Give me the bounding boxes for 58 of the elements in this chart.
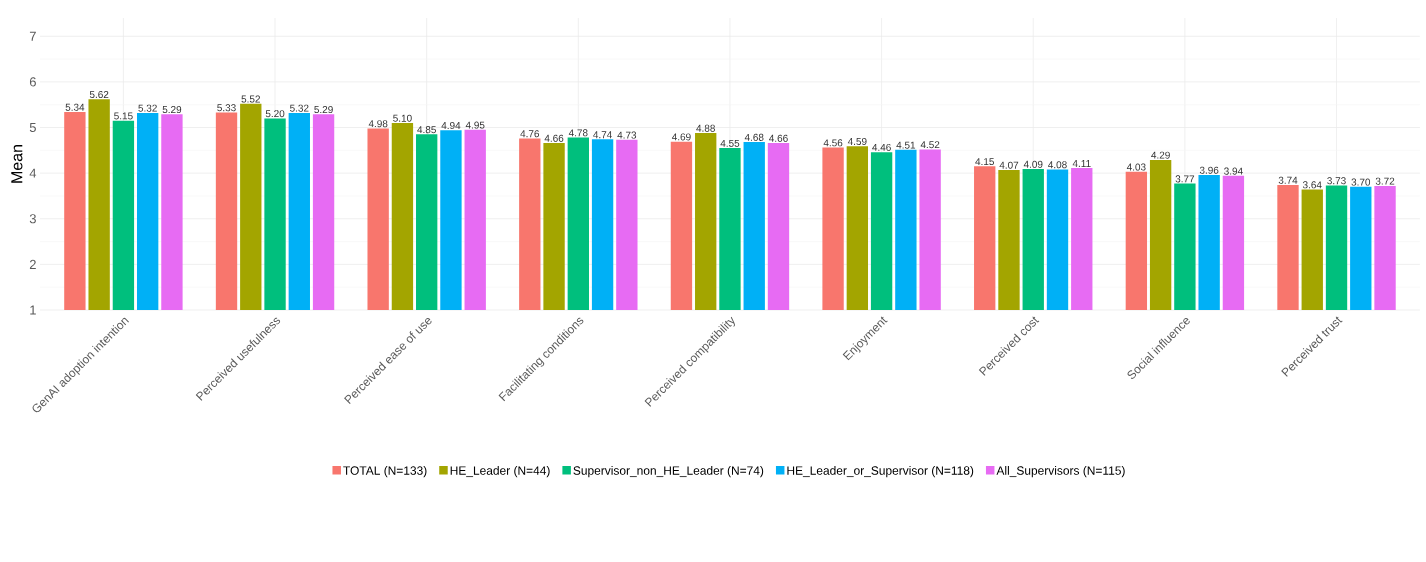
data-label: 4.69 [671, 133, 691, 141]
y-axis-title: Mean [11, 145, 23, 183]
data-label: 4.56 [823, 139, 843, 147]
data-label: 4.09 [1023, 160, 1043, 168]
data-label: 5.34 [65, 103, 85, 111]
y-tick-label: 4 [29, 168, 37, 178]
data-label: 3.72 [1375, 177, 1395, 185]
data-label: 5.15 [114, 112, 133, 120]
data-label: 4.29 [1151, 151, 1170, 159]
data-label: 5.32 [138, 104, 157, 112]
data-label: 5.10 [393, 114, 412, 122]
data-label: 4.66 [544, 134, 564, 142]
y-tick-label: 3 [29, 214, 36, 224]
legend-label: Supervisor_non_HE_Leader (N=74) [573, 466, 764, 478]
data-label: 4.98 [368, 120, 388, 128]
data-label: 4.08 [1048, 161, 1067, 169]
data-label: 4.52 [920, 141, 940, 149]
y-tick-label: 7 [29, 31, 36, 41]
data-label: 4.51 [896, 141, 916, 149]
y-tick-label: 2 [29, 259, 36, 269]
y-tick-label: 1 [30, 305, 36, 315]
data-label: 3.94 [1224, 167, 1243, 175]
legend-label: All_Supervisors (N=115) [996, 466, 1125, 478]
data-label: 5.20 [265, 110, 285, 118]
data-label: 3.96 [1199, 166, 1219, 174]
data-label: 3.74 [1278, 176, 1298, 184]
data-label: 4.76 [520, 130, 540, 138]
data-label: 4.85 [417, 126, 436, 134]
y-tick-label: 6 [29, 77, 36, 87]
data-label: 4.73 [617, 131, 637, 139]
data-label: 3.77 [1175, 175, 1195, 183]
data-label: 4.46 [872, 143, 891, 151]
legend-label: HE_Leader_or_Supervisor (N=118) [787, 466, 974, 478]
data-label: 4.15 [975, 158, 994, 166]
data-label: 4.03 [1126, 163, 1146, 171]
data-label: 4.11 [1072, 160, 1091, 167]
data-label: 5.29 [162, 106, 182, 114]
data-label: 3.70 [1351, 178, 1371, 186]
data-label: 4.74 [593, 131, 612, 139]
data-label: 5.62 [89, 90, 109, 99]
legend-label: HE_Leader (N=44) [450, 466, 550, 478]
data-label: 5.52 [241, 95, 260, 103]
data-label: 3.73 [1327, 177, 1346, 185]
data-label: 4.68 [744, 133, 764, 141]
data-label: 5.29 [314, 106, 333, 114]
data-label: 4.78 [568, 129, 588, 137]
data-label: 4.07 [999, 161, 1019, 169]
data-label: 4.95 [465, 121, 485, 129]
legend-label: TOTAL (N=133) [343, 466, 427, 478]
data-label: 5.33 [217, 104, 236, 112]
data-label: 4.94 [441, 121, 461, 130]
data-label: 4.66 [769, 134, 788, 142]
data-label: 4.55 [720, 139, 740, 147]
data-label: 5.32 [290, 104, 309, 112]
data-label: 3.64 [1302, 181, 1322, 189]
data-label: 4.59 [847, 137, 867, 146]
data-label: 4.88 [696, 124, 715, 132]
y-tick-label: 5 [29, 122, 36, 133]
